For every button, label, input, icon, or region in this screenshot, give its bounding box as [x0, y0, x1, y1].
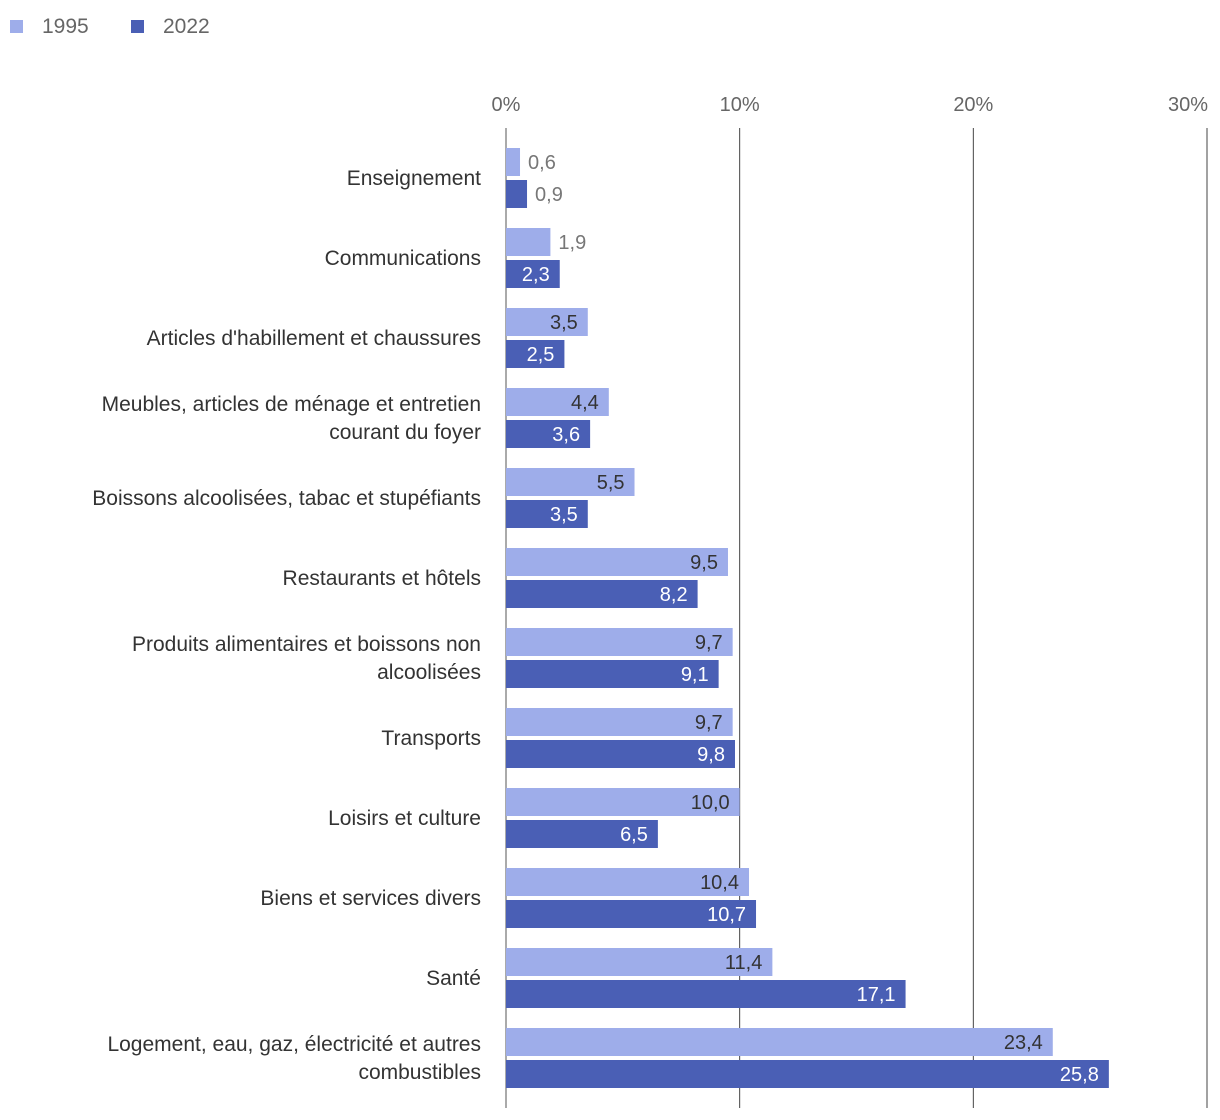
data-label-2022-communications: 2,3 [522, 264, 550, 286]
bar-2022-articles-d-habillement-et-chaussures [506, 340, 565, 368]
category-label-transports: Transports [381, 727, 481, 750]
bar-2022-transports [506, 740, 735, 768]
bars: 0,6 0,9 1,9 2,3 3,5 2,5 4,4 3,6 5,5 3,5 9,58,2 9,7 9… [506, 148, 1109, 1088]
data-label-1995-loisirs-et-culture: 10,0 [691, 792, 730, 814]
bar-1995-loisirs-et-culture [506, 788, 740, 816]
category-label-logement-eau-gaz-electricite-et-autres-combustibles: Logement, eau, gaz, électricité et autre… [107, 1033, 481, 1084]
bar-2022-communications [506, 260, 560, 288]
gridlines [505, 128, 1208, 1108]
data-label-1995-meubles-articles-de-menage-et-entretien-courant-du-foyer: 4,4 [571, 392, 599, 414]
category-label-meubles-articles-de-menage-et-entretien-courant-du-foyer: Meubles, articles de ménage et entretien… [102, 393, 481, 444]
bar-1995-biens-et-services-divers [506, 868, 750, 896]
data-label-1995-produits-alimentaires-et-boissons-non-alcoolisees: 9,7 [695, 632, 723, 654]
data-label-2022-enseignement: 0,9 [535, 184, 563, 206]
legend-label-1995: 1995 [42, 15, 89, 38]
category-label-articles-d-habillement-et-chaussures: Articles d'habillement et chaussures [147, 327, 481, 350]
bar-1995-sante [506, 948, 773, 976]
bar-2022-meubles-articles-de-menage-et-entretien-courant-du-foyer [506, 420, 591, 448]
category-label-produits-alimentaires-et-boissons-non-alcoolisees: Produits alimentaires et boissons non alc… [132, 633, 481, 684]
legend-swatch-2022 [131, 20, 144, 33]
data-label-2022-logement-eau-gaz-electricite-et-autres-combustibles: 25,8 [1060, 1064, 1099, 1086]
bar-1995-meubles-articles-de-menage-et-entretien-courant-du-foyer [506, 388, 609, 416]
data-label-2022-produits-alimentaires-et-boissons-non-alcoolisees: 9,1 [681, 664, 709, 686]
data-label-1995-logement-eau-gaz-electricite-et-autres-combustibles: 23,4 [1004, 1032, 1043, 1054]
data-label-1995-sante: 11,4 [725, 952, 762, 974]
category-label-loisirs-et-culture: Loisirs et culture [328, 807, 481, 830]
data-label-2022-transports: 9,8 [697, 744, 725, 766]
category-labels: Enseignement Communications Articles d'hab… [92, 167, 481, 1084]
data-label-1995-articles-d-habillement-et-chaussures: 3,5 [550, 312, 578, 334]
bar-2022-enseignement [506, 180, 528, 208]
legend: 1995 2022 [10, 15, 210, 38]
bar-1995-logement-eau-gaz-electricite-et-autres-combustibles [506, 1028, 1053, 1056]
category-label-sante: Santé [426, 967, 481, 990]
category-label-biens-et-services-divers: Biens et services divers [260, 887, 481, 910]
bar-2022-produits-alimentaires-et-boissons-non-alcoolisees [506, 660, 719, 688]
data-label-2022-biens-et-services-divers: 10,7 [707, 904, 746, 926]
bar-2022-logement-eau-gaz-electricite-et-autres-combustibles [506, 1060, 1109, 1088]
tick-label-0: 0% [492, 94, 521, 116]
category-label-boissons-alcoolisees-tabac-et-stupefiants: Boissons alcoolisées, tabac et stupéfian… [92, 487, 481, 510]
bar-1995-boissons-alcoolisees-tabac-et-stupefiants [506, 468, 635, 496]
data-label-1995-transports: 9,7 [695, 712, 723, 734]
bar-2022-sante [506, 980, 906, 1008]
data-label-1995-restaurants-et-hotels: 9,5 [690, 552, 718, 574]
data-label-2022-loisirs-et-culture: 6,5 [620, 824, 648, 846]
data-label-2022-articles-d-habillement-et-chaussures: 2,5 [527, 344, 555, 366]
category-label-communications: Communications [325, 247, 481, 270]
x-axis-ticks: 0% 10% 20% 30% [492, 94, 1209, 116]
legend-swatch-1995 [10, 20, 23, 33]
data-label-1995-biens-et-services-divers: 10,4 [700, 872, 739, 894]
bar-2022-loisirs-et-culture [506, 820, 658, 848]
bar-2022-restaurants-et-hotels [506, 580, 698, 608]
category-label-enseignement: Enseignement [347, 167, 481, 190]
data-label-2022-restaurants-et-hotels: 8,2 [660, 584, 688, 606]
data-label-2022-sante: 17,1 [857, 984, 896, 1006]
tick-label-20: 20% [953, 94, 993, 116]
legend-label-2022: 2022 [163, 15, 210, 38]
bar-2022-biens-et-services-divers [506, 900, 757, 928]
tick-label-10: 10% [720, 94, 760, 116]
bar-1995-restaurants-et-hotels [506, 548, 728, 576]
category-label-restaurants-et-hotels: Restaurants et hôtels [283, 567, 481, 590]
data-label-1995-communications: 1,9 [558, 232, 586, 254]
bar-1995-articles-d-habillement-et-chaussures [506, 308, 588, 336]
data-label-1995-enseignement: 0,6 [528, 152, 556, 174]
bar-1995-communications [506, 228, 551, 256]
bar-1995-produits-alimentaires-et-boissons-non-alcoolisees [506, 628, 733, 656]
bar-1995-enseignement [506, 148, 521, 176]
bar-1995-transports [506, 708, 733, 736]
data-label-2022-meubles-articles-de-menage-et-entretien-courant-du-foyer: 3,6 [552, 424, 580, 446]
data-label-1995-boissons-alcoolisees-tabac-et-stupefiants: 5,5 [597, 472, 625, 494]
data-label-2022-boissons-alcoolisees-tabac-et-stupefiants: 3,5 [550, 504, 578, 526]
tick-label-30: 30% [1168, 94, 1208, 116]
bar-2022-boissons-alcoolisees-tabac-et-stupefiants [506, 500, 588, 528]
